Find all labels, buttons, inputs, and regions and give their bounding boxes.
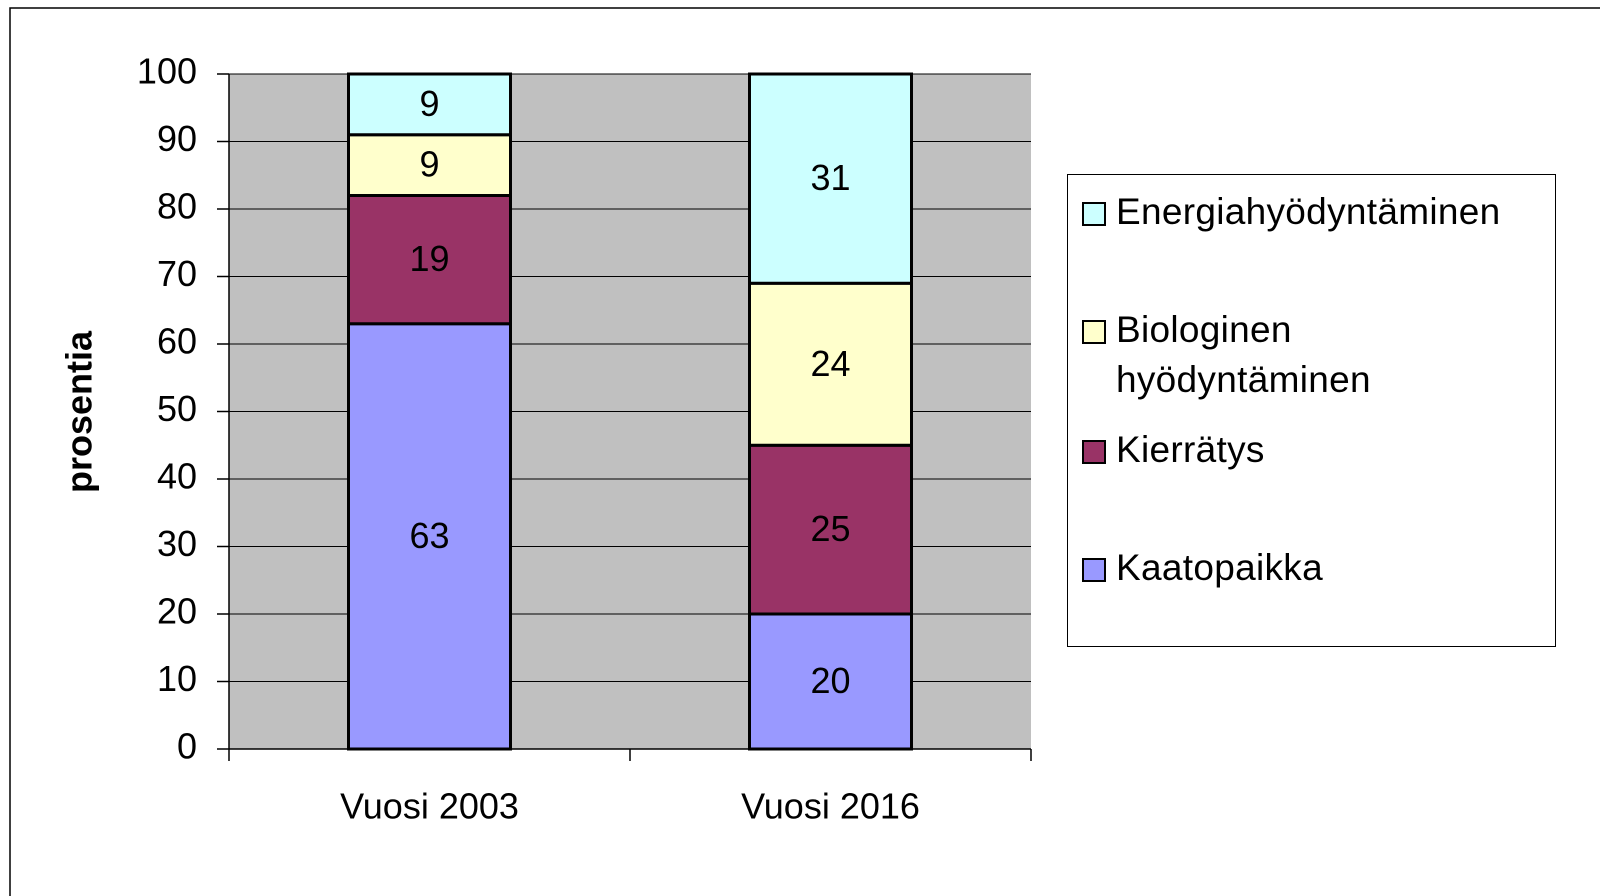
y-tick-label: 0 (177, 726, 197, 767)
bar-segment (347, 72, 512, 137)
y-tick-label: 100 (137, 51, 197, 92)
data-label: 25 (810, 508, 850, 549)
x-tick-label: Vuosi 2016 (741, 786, 920, 827)
bar-segment (748, 443, 913, 616)
data-label: 31 (810, 157, 850, 198)
y-tick-label: 40 (157, 456, 197, 497)
y-tick-label: 30 (157, 523, 197, 564)
legend-item: Kaatopaikka (1082, 543, 1556, 593)
legend-swatch (1082, 320, 1106, 344)
data-label: 19 (409, 238, 449, 279)
bar-segment (748, 612, 913, 751)
data-label: 24 (810, 343, 850, 384)
y-tick-label: 50 (157, 388, 197, 429)
y-tick-label: 90 (157, 118, 197, 159)
legend-label: Kaatopaikka (1116, 547, 1323, 588)
bar-segment (347, 322, 512, 751)
y-axis-label: prosentia (59, 330, 100, 493)
bar-segment (347, 194, 512, 326)
y-tick-label: 10 (157, 658, 197, 699)
bar-segment (748, 72, 913, 285)
y-tick-label: 70 (157, 253, 197, 294)
y-tick-label: 60 (157, 321, 197, 362)
x-tick-label: Vuosi 2003 (340, 786, 519, 827)
data-label: 9 (419, 83, 439, 124)
legend-item: Kierrätys (1082, 425, 1556, 475)
legend-label: Kierrätys (1116, 429, 1265, 470)
legend-item: Biologinen hyödyntäminen (1082, 305, 1556, 405)
legend-swatch (1082, 558, 1106, 582)
legend-label: Energiahyödyntäminen (1116, 191, 1501, 232)
y-tick-label: 80 (157, 186, 197, 227)
legend-swatch (1082, 440, 1106, 464)
y-tick-label: 20 (157, 591, 197, 632)
legend-label: Biologinen hyödyntäminen (1116, 309, 1371, 400)
legend-item: Energiahyödyntäminen (1082, 187, 1556, 237)
legend-swatch (1082, 202, 1106, 226)
data-label: 20 (810, 660, 850, 701)
data-label: 9 (419, 144, 439, 185)
data-label: 63 (409, 515, 449, 556)
legend: Energiahyödyntäminen Biologinen hyödyntäm… (1067, 174, 1556, 647)
